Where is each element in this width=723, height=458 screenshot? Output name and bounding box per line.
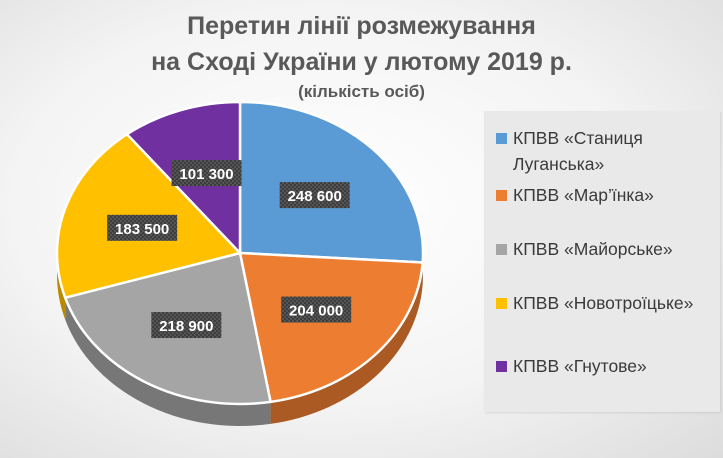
legend-label: КПВВ «Гнутове»	[513, 356, 647, 376]
chart-subtitle: (кількість осіб)	[298, 82, 425, 101]
legend-label: КПВВ «Майорське»	[513, 239, 673, 259]
data-label-box	[151, 312, 222, 339]
data-label-box	[171, 160, 242, 187]
legend-swatch	[496, 190, 507, 201]
pie-data-labels: 248 600 204 000 218 900 183 500 101 300	[107, 160, 352, 339]
slice-side-майорське	[65, 297, 271, 426]
legend-item-станиця-луганська: КПВВ «Станиця Луганська»	[496, 125, 714, 177]
legend-item-новотроїцьке: КПВВ «Новотроїцьке»	[496, 290, 714, 316]
slice-марїнка	[238, 251, 424, 404]
legend-swatch	[496, 298, 507, 309]
chart-title-line-1: Перетин лінії розмежування	[187, 12, 536, 40]
data-label-новотроїцьке: 183 500	[115, 221, 169, 238]
data-label-майорське: 218 900	[159, 318, 213, 335]
legend-label: КПВВ «Станиця Луганська»	[513, 128, 643, 174]
data-label-станиця-луганська: 248 600	[288, 188, 342, 205]
pie-slices	[55, 100, 425, 406]
chart-title-line-2: на Сході України у лютому 2019 р.	[151, 48, 572, 76]
chart-title-block: Перетин лінії розмежування на Сході Укра…	[0, 8, 723, 102]
data-label-гнутове: 101 300	[179, 166, 233, 183]
legend-swatch	[496, 133, 507, 144]
data-label-box	[281, 296, 352, 323]
legend-item-гнутове: КПВВ «Гнутове»	[496, 353, 714, 379]
legend-label: КПВВ «Новотроїцьке»	[513, 293, 694, 313]
legend-swatch	[496, 361, 507, 372]
legend-item-майорське: КПВВ «Майорське»	[496, 236, 714, 262]
chart-legend: КПВВ «Станиця Луганська» КПВВ «Мар’їнка» К…	[484, 111, 720, 412]
legend-label: КПВВ «Мар’їнка»	[513, 185, 654, 205]
slice-side-марїнка	[270, 262, 423, 424]
data-label-марїнка: 204 000	[289, 303, 343, 320]
legend-swatch	[496, 244, 507, 255]
data-label-box	[279, 182, 350, 209]
legend-item-марїнка: КПВВ «Мар’їнка»	[496, 182, 714, 208]
data-label-box	[107, 214, 178, 241]
